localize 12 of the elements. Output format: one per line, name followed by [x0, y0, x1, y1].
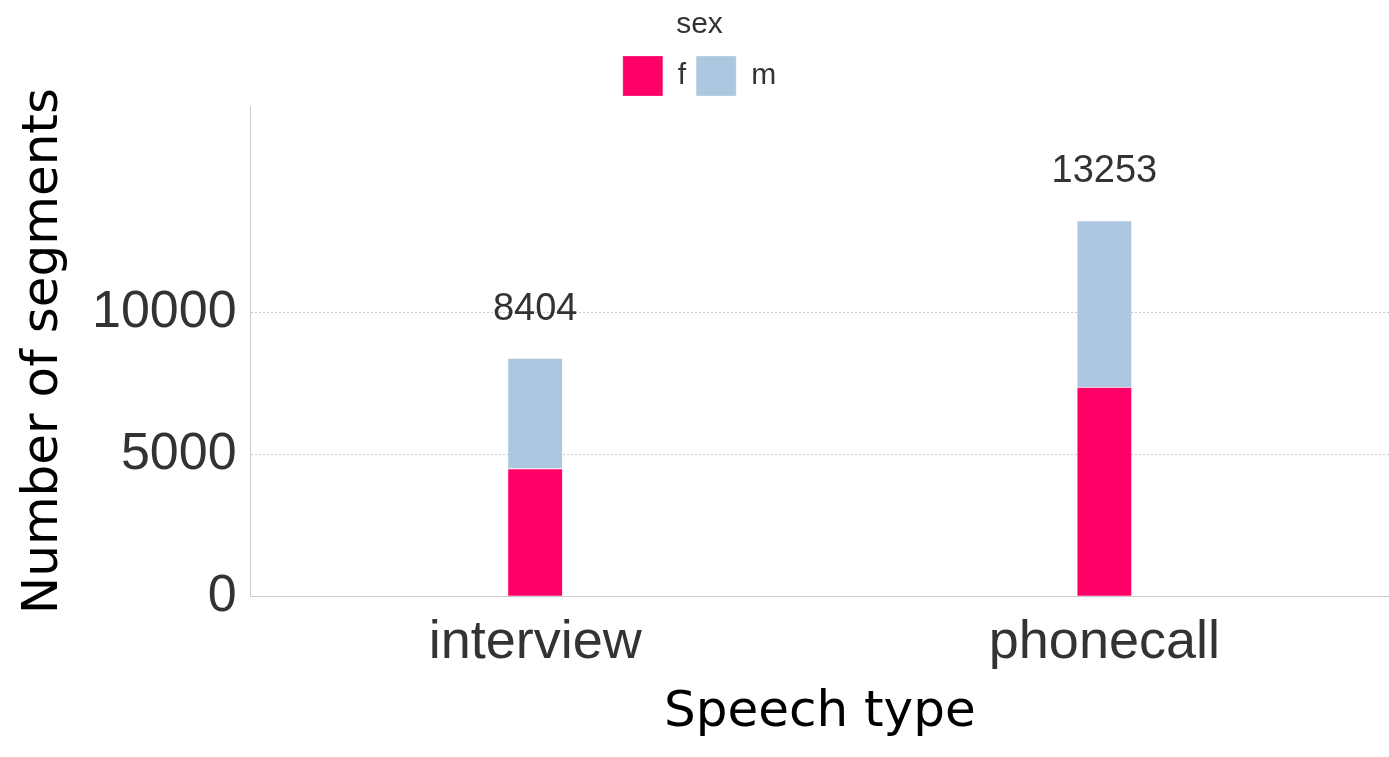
- legend-label: m: [751, 57, 777, 91]
- total-label: 13253: [1051, 148, 1158, 191]
- legend-label: f: [677, 57, 687, 91]
- total-label: 8404: [492, 285, 578, 328]
- legend-title: sex: [676, 6, 723, 40]
- y-tick-label: 0: [207, 563, 237, 622]
- y-tick-label: 10000: [91, 280, 237, 339]
- y-tick-label: 5000: [120, 421, 237, 480]
- x-tick-label: phonecall: [988, 609, 1220, 670]
- x-axis-title: Speech type: [663, 679, 976, 738]
- y-axis-title: Number of segments: [10, 88, 69, 615]
- x-tick-label: interview: [428, 609, 643, 670]
